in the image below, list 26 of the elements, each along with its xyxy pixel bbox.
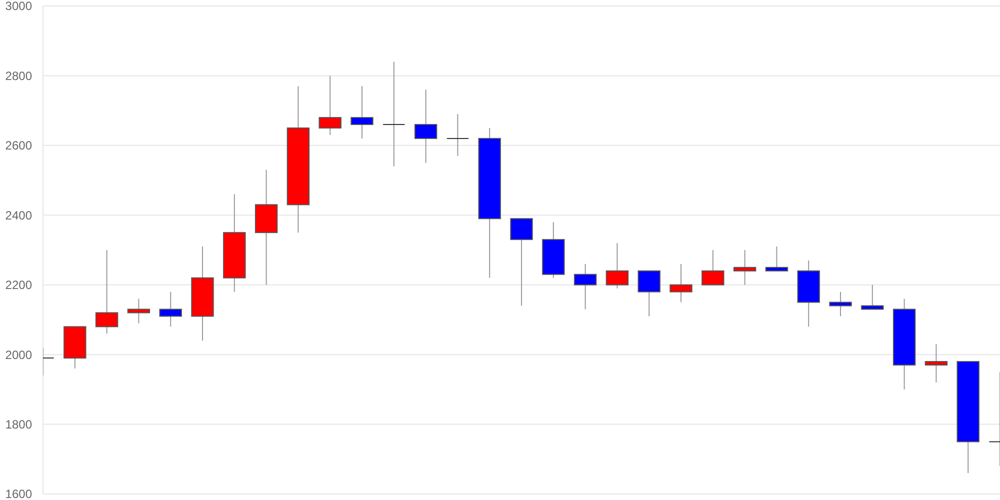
- y-tick-label: 2800: [5, 68, 32, 83]
- candlestick: [350, 86, 374, 139]
- y-tick-label: 2000: [5, 348, 32, 362]
- y-tick-label: 3000: [5, 0, 32, 14]
- y-tick-label: 1600: [5, 487, 32, 500]
- candlestick: [510, 218, 533, 306]
- candlestick: [829, 291, 852, 317]
- candlestick: [446, 114, 470, 156]
- candlestick: [702, 250, 724, 286]
- y-tick-label: 2600: [5, 138, 32, 153]
- candlestick: [638, 270, 660, 317]
- y-tick-label: 1800: [5, 417, 32, 432]
- candlestick: [318, 75, 342, 136]
- candlestick: [382, 61, 406, 167]
- candlestick: [924, 344, 948, 383]
- candlestick: [606, 242, 629, 289]
- y-tick-label: 2400: [5, 208, 32, 222]
- y-tick-label: 2200: [5, 278, 32, 292]
- candlestick: [414, 89, 438, 164]
- candlestick: [861, 284, 884, 310]
- candlestick: [733, 250, 756, 286]
- candlestick: [765, 246, 788, 272]
- candlestick: [95, 250, 118, 334]
- candlestick: [159, 291, 182, 328]
- candlestick: [574, 263, 597, 310]
- candlestick: [670, 263, 692, 303]
